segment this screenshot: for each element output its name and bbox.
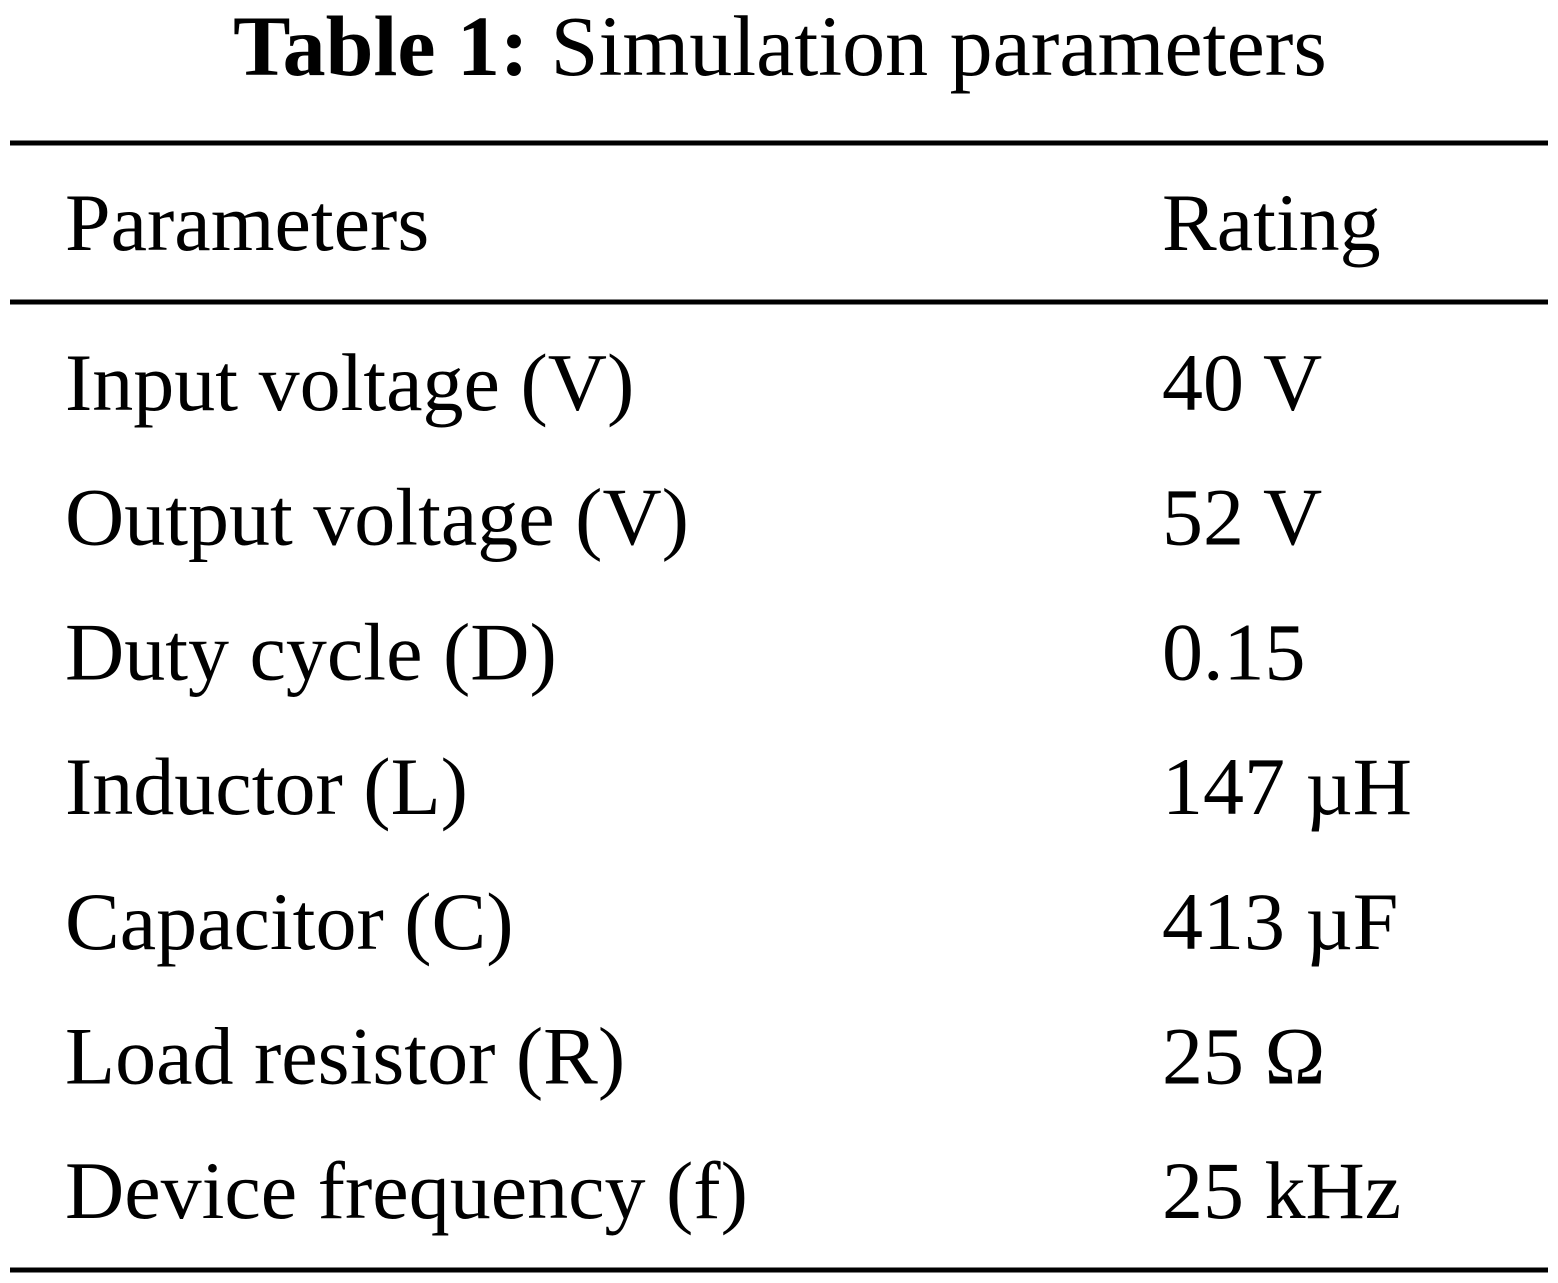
parameter-cell: Device frequency (f) [65,1145,748,1236]
rating-cell: 25 kHz [1162,1145,1401,1236]
parameter-cell: Capacitor (C) [65,876,514,967]
table-caption: Table 1: Simulation parameters [233,0,1327,94]
rating-cell: 40 V [1162,337,1322,428]
rating-cell: 413 µF [1162,876,1398,967]
header-cell: Rating [1162,177,1381,268]
parameter-cell: Input voltage (V) [65,337,634,428]
parameter-cell: Duty cycle (D) [65,606,557,697]
rating-cell: 52 V [1162,472,1322,563]
parameter-cell: Inductor (L) [65,741,468,832]
rating-cell: 147 µH [1162,741,1412,832]
parameter-cell: Output voltage (V) [65,472,689,563]
header-cell: Parameters [65,177,429,268]
rating-cell: 0.15 [1162,606,1306,697]
rating-cell: 25 Ω [1162,1011,1325,1102]
caption-text: Simulation parameters [551,0,1327,94]
parameter-cell: Load resistor (R) [65,1011,625,1102]
caption-label: Table 1: [233,0,529,94]
